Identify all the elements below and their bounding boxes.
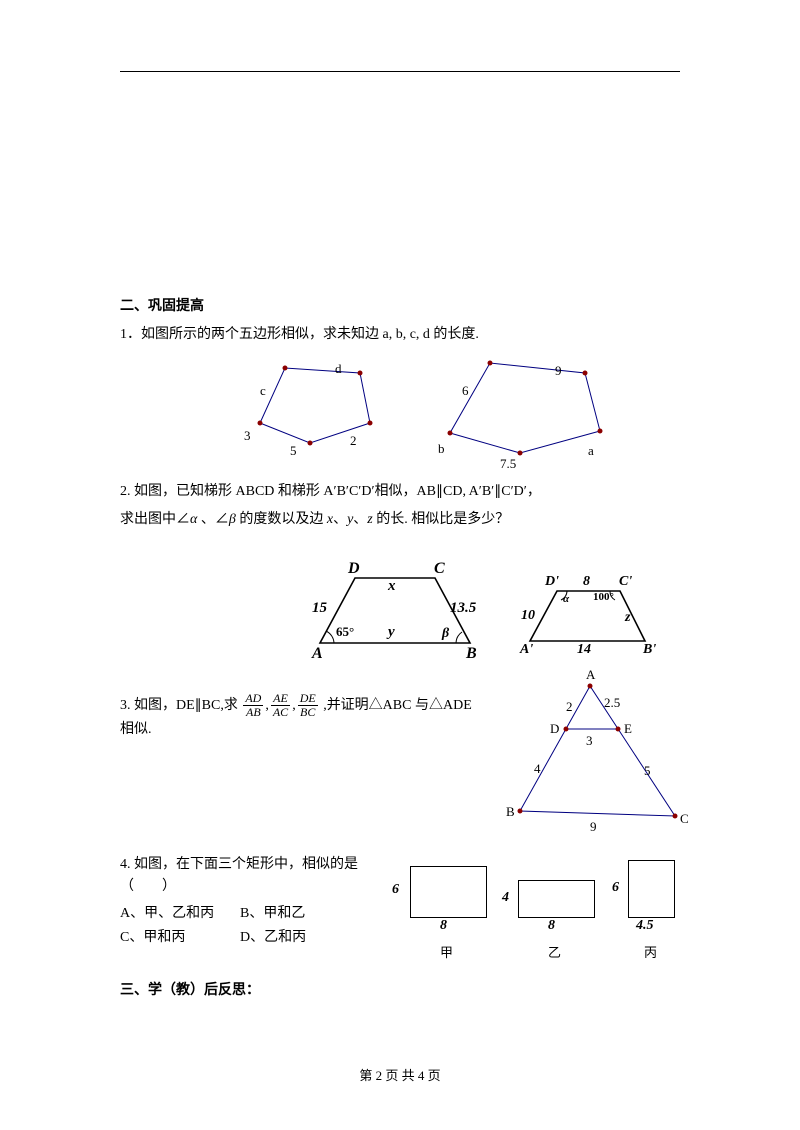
q2-pre: 求出图中∠ [120, 512, 190, 527]
label-2: 2 [350, 433, 357, 449]
label-15: 15 [312, 600, 327, 617]
tri-A: A [586, 667, 595, 683]
label-3: 3 [244, 428, 251, 444]
label-d: d [335, 361, 342, 377]
pentagon-left [230, 353, 390, 458]
section2-title: 二、巩固提高 [120, 296, 680, 318]
bing-w: 4.5 [636, 918, 654, 934]
q4-stem: 4. 如图，在下面三个矩形中，相似的是（ ） [120, 854, 380, 899]
label-6: 6 [462, 383, 469, 399]
tri-3: 3 [586, 733, 593, 749]
tri-C: C [680, 811, 689, 827]
label-beta: β [442, 626, 449, 642]
tri-E: E [624, 721, 632, 737]
question-2-line1: 2. 如图，已知梯形 ABCD 和梯形 A′B′C′D′相似，AB∥CD, A′… [120, 481, 680, 503]
tri-5: 5 [644, 763, 651, 779]
label-a: a [588, 443, 594, 459]
pentagons-figure: c d 3 5 2 6 9 b 7.5 a [120, 353, 680, 473]
q3-mid1: , [265, 697, 269, 712]
label-75: 7.5 [500, 456, 516, 472]
bing-h: 6 [612, 880, 619, 896]
label-D: D [348, 560, 360, 578]
frac2-n: AE [271, 692, 290, 706]
label-100: 100° [593, 591, 614, 603]
label-9: 9 [555, 363, 562, 379]
label-alpha: α [563, 593, 569, 605]
label-135: 13.5 [450, 600, 476, 617]
tri-D: D [550, 721, 559, 737]
question-1: 1．如图所示的两个五边形相似，求未知边 a, b, c, d 的长度. [120, 324, 680, 346]
tri-B: B [506, 804, 515, 820]
opt-C: C、甲和丙 [120, 926, 240, 946]
jia-name: 甲 [440, 942, 453, 961]
frac3-d: BC [298, 706, 318, 719]
opt-A: A、甲、乙和丙 [120, 902, 240, 922]
tri-4: 4 [534, 761, 541, 777]
label-C: C [434, 560, 445, 578]
question-2-line2: 求出图中∠α 、∠β 的度数以及边 x、y、z 的长. 相似比是多少？ [120, 509, 680, 531]
question-3: 3. 如图，DE∥BC,求 ADAB,AEAC,DEBC ,并证明△ABC 与△… [120, 692, 480, 742]
q2-post: 的长. 相似比是多少？ [373, 512, 510, 527]
frac2-d: AC [271, 706, 290, 719]
frac-3: DEBC [298, 692, 318, 719]
frac3-n: DE [298, 692, 318, 706]
label-Cp: C' [619, 574, 632, 590]
y-var: y [347, 512, 353, 527]
q4-opts-line1: A、甲、乙和丙B、甲和乙 [120, 902, 380, 922]
label-x: x [388, 578, 396, 595]
label-Dp: D' [545, 574, 559, 590]
frac-2: AEAC [271, 692, 290, 719]
jia-w: 8 [440, 918, 447, 934]
content-area: 二、巩固提高 1．如图所示的两个五边形相似，求未知边 a, b, c, d 的长… [120, 290, 680, 1008]
q2-mid2: 的度数以及边 [236, 512, 327, 527]
label-Ap: A' [520, 642, 533, 658]
label-y: y [388, 624, 395, 641]
label-c: c [260, 383, 266, 399]
q2-mid1: 、∠ [197, 512, 229, 527]
label-65: 65° [336, 624, 354, 640]
tri-2: 2 [566, 699, 573, 715]
rect-yi [518, 880, 595, 918]
page-footer: 第 2 页 共 4 页 [0, 1065, 800, 1084]
frac1-n: AD [243, 692, 263, 706]
question-4-text: 4. 如图，在下面三个矩形中，相似的是（ ） A、甲、乙和丙B、甲和乙 C、甲和… [120, 854, 380, 947]
q4-opts-line2: C、甲和丙D、乙和丙 [120, 926, 380, 946]
question-4-row: 4. 如图，在下面三个矩形中，相似的是（ ） A、甲、乙和丙B、甲和乙 C、甲和… [120, 854, 680, 964]
yi-h: 4 [502, 890, 509, 906]
opt-D: D、乙和丙 [240, 926, 360, 946]
label-z: z [625, 610, 630, 626]
rect-jia [410, 866, 487, 918]
question-3-row: 3. 如图，DE∥BC,求 ADAB,AEAC,DEBC ,并证明△ABC 与△… [120, 686, 680, 846]
page: 二、巩固提高 1．如图所示的两个五边形相似，求未知边 a, b, c, d 的长… [0, 0, 800, 1130]
frac-1: ADAB [243, 692, 263, 719]
label-10: 10 [521, 608, 535, 624]
opt-B: B、甲和乙 [240, 902, 360, 922]
header-rule [120, 71, 680, 72]
jia-h: 6 [392, 882, 399, 898]
triangle-figure [500, 671, 690, 841]
yi-name: 乙 [548, 942, 561, 961]
bing-name: 丙 [644, 942, 657, 961]
label-b: b [438, 441, 445, 457]
q3-mid2: , [292, 697, 296, 712]
label-14: 14 [577, 642, 591, 658]
tri-9: 9 [590, 819, 597, 835]
label-Bp: B' [643, 642, 656, 658]
frac1-d: AB [243, 706, 263, 719]
label-A: A [312, 645, 323, 663]
label-B: B [466, 645, 477, 663]
label-8: 8 [583, 574, 590, 590]
beta-symbol: β [229, 512, 236, 527]
x-var: x [327, 512, 333, 527]
q3-pre: 3. 如图，DE∥BC,求 [120, 697, 241, 712]
tri-25: 2.5 [604, 695, 620, 711]
section3-title: 三、学（教）后反思： [120, 980, 680, 1002]
label-5: 5 [290, 443, 297, 459]
rect-bing [628, 860, 675, 918]
yi-w: 8 [548, 918, 555, 934]
trapezoids-figure: D C A B x 15 13.5 y 65° β D' C' A' [120, 558, 680, 678]
